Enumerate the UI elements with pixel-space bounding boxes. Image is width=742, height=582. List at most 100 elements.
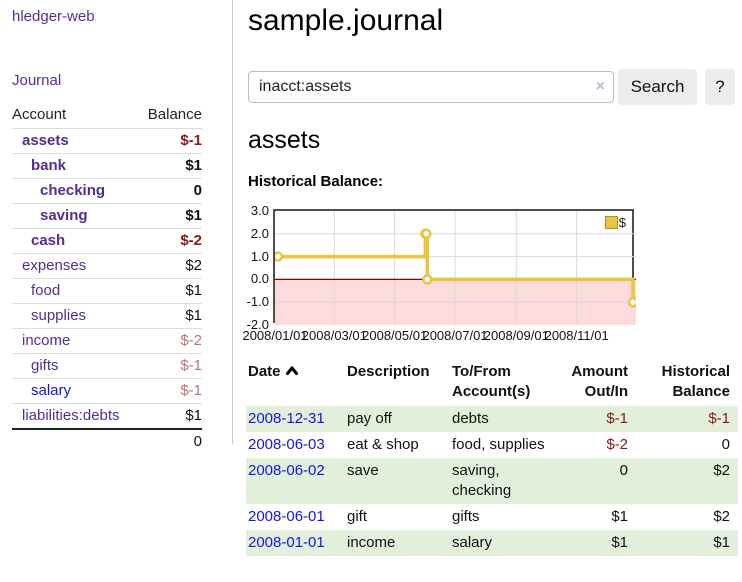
account-heading: assets: [248, 126, 321, 154]
account-link-salary[interactable]: salary: [31, 382, 72, 399]
chart-title: Historical Balance:: [248, 173, 384, 190]
x-axis-tick-label: 2008/07/01: [422, 328, 488, 343]
account-row-checking: checking 0: [12, 178, 202, 203]
x-axis-tick-label: 2008/11/01: [544, 328, 609, 343]
sidebar: hledger-web Journal Account Balance asse…: [0, 0, 233, 450]
transaction-date-link[interactable]: 2008-06-03: [248, 436, 325, 453]
transaction-description: income: [347, 534, 396, 551]
account-row-gifts: gifts $-1: [12, 353, 202, 378]
account-balance: $1: [185, 307, 202, 324]
transaction-description: pay off: [347, 410, 392, 427]
account-link-saving[interactable]: saving: [40, 207, 88, 224]
account-link-assets[interactable]: assets: [22, 132, 69, 149]
accounts-total-value: 0: [193, 433, 202, 450]
register-row: 2008-06-03 eat & shop food, supplies $-2…: [246, 432, 738, 458]
transaction-date-link[interactable]: 2008-12-31: [248, 410, 325, 427]
transaction-amount: $1: [611, 534, 628, 551]
y-axis-tick-label: 1.0: [250, 248, 269, 264]
page-title: sample.journal: [248, 4, 444, 37]
y-axis-tick-label: -1.0: [246, 294, 269, 310]
x-axis-tick-label: 2008/09/01: [483, 328, 549, 343]
transaction-accounts: saving, checking: [452, 462, 512, 499]
account-link-checking[interactable]: checking: [40, 182, 106, 199]
transaction-date-link[interactable]: 2008-01-01: [248, 534, 325, 551]
transaction-balance: $-1: [708, 410, 730, 427]
app-title-link[interactable]: hledger-web: [12, 8, 95, 25]
register-table: Date Description To/From Account(s) Amou…: [246, 358, 738, 556]
clear-search-icon[interactable]: ×: [595, 78, 605, 95]
column-header-tofrom-accounts: To/From Account(s): [452, 363, 531, 400]
transaction-accounts: gifts: [452, 508, 480, 525]
historical-balance-chart: 3.0 2.0 1.0 0.0 -1.0 -2.0 2008/01/01 2008/03/0…: [242, 203, 636, 343]
account-row-saving: saving $1: [12, 203, 202, 228]
accounts-table: Account Balance assets $-1 bank $1 check…: [12, 102, 202, 453]
account-row-cash: cash $-2: [12, 228, 202, 253]
x-axis-tick-label: 2008/05/01: [362, 328, 428, 343]
register-row: 2008-06-01 gift gifts $1 $2: [246, 504, 738, 530]
transaction-date-link[interactable]: 2008-06-02: [248, 462, 325, 479]
account-row-expenses: expenses $2: [12, 253, 202, 278]
register-row: 2008-06-02 save saving, checking 0 $2: [246, 458, 738, 504]
search-input[interactable]: [248, 71, 614, 103]
transaction-amount: 0: [619, 462, 628, 479]
search-bar: × Search ?: [248, 69, 742, 107]
sidebar-item-journal[interactable]: Journal: [12, 72, 62, 89]
account-link-gifts[interactable]: gifts: [31, 357, 59, 374]
transaction-accounts: salary: [452, 534, 493, 551]
transaction-description: eat & shop: [347, 436, 419, 453]
y-axis-tick-label: 0.0: [250, 271, 269, 287]
column-header-historical-balance: Historical Balance: [661, 363, 730, 400]
legend-swatch-icon: [604, 216, 618, 229]
accounts-header-balance: Balance: [147, 106, 202, 123]
account-balance: $1: [185, 407, 202, 424]
register-row: 2008-12-31 pay off debts $-1 $-1: [246, 406, 738, 432]
transaction-amount: $-2: [606, 436, 628, 453]
account-balance: $2: [185, 257, 202, 274]
transaction-balance: 0: [721, 436, 730, 453]
account-row-assets: assets $-1: [12, 128, 202, 153]
account-balance: $-1: [180, 132, 202, 149]
account-row-salary: salary $-1: [12, 378, 202, 403]
accounts-header-account: Account: [12, 106, 67, 123]
transaction-amount: $1: [611, 508, 628, 525]
register-row: 2008-01-01 income salary $1 $1: [246, 530, 738, 556]
column-header-date[interactable]: Date: [246, 358, 345, 406]
account-row-liabilities-debts: liabilities:debts $1: [12, 403, 202, 428]
column-header-description: Description: [347, 363, 430, 380]
account-link-cash[interactable]: cash: [31, 232, 66, 249]
legend-label: $: [618, 215, 626, 230]
transaction-balance: $2: [713, 462, 730, 479]
x-axis-tick-label: 2008/01/01: [242, 328, 308, 343]
chart-canvas: [275, 211, 636, 325]
account-link-food[interactable]: food: [31, 282, 61, 299]
account-link-bank[interactable]: bank: [31, 157, 67, 174]
search-button[interactable]: Search: [618, 69, 697, 105]
chart-legend: $: [604, 215, 626, 230]
account-link-income[interactable]: income: [22, 332, 71, 349]
y-axis-tick-label: 3.0: [250, 203, 269, 218]
account-link-expenses[interactable]: expenses: [22, 257, 87, 274]
account-link-supplies[interactable]: supplies: [31, 307, 87, 324]
transaction-balance: $2: [713, 508, 730, 525]
help-button[interactable]: ?: [705, 69, 735, 105]
account-balance: $1: [185, 282, 202, 299]
account-link-liabilities-debts[interactable]: liabilities:debts: [22, 407, 120, 424]
transaction-date-link[interactable]: 2008-06-01: [248, 508, 325, 525]
register-header-row: Date Description To/From Account(s) Amou…: [246, 358, 738, 406]
account-balance: $-2: [180, 232, 202, 249]
transaction-description: save: [347, 462, 379, 479]
main-content: sample.journal × Search ? assets Histori…: [242, 0, 742, 582]
column-header-amount-outin: Amount Out/In: [571, 363, 628, 400]
y-axis-tick-label: 2.0: [250, 225, 269, 241]
account-balance: $-1: [180, 382, 202, 399]
transaction-accounts: debts: [452, 410, 489, 427]
account-balance: $1: [185, 157, 202, 174]
y-axis-tick-label: -2.0: [246, 317, 269, 332]
accounts-table-header: Account Balance: [12, 102, 202, 128]
sort-asc-icon: [285, 366, 298, 375]
account-row-bank: bank $1: [12, 153, 202, 178]
transaction-description: gift: [347, 508, 368, 525]
account-balance: $1: [185, 207, 202, 224]
account-row-income: income $-2: [12, 328, 202, 353]
transaction-accounts: food, supplies: [452, 436, 545, 453]
